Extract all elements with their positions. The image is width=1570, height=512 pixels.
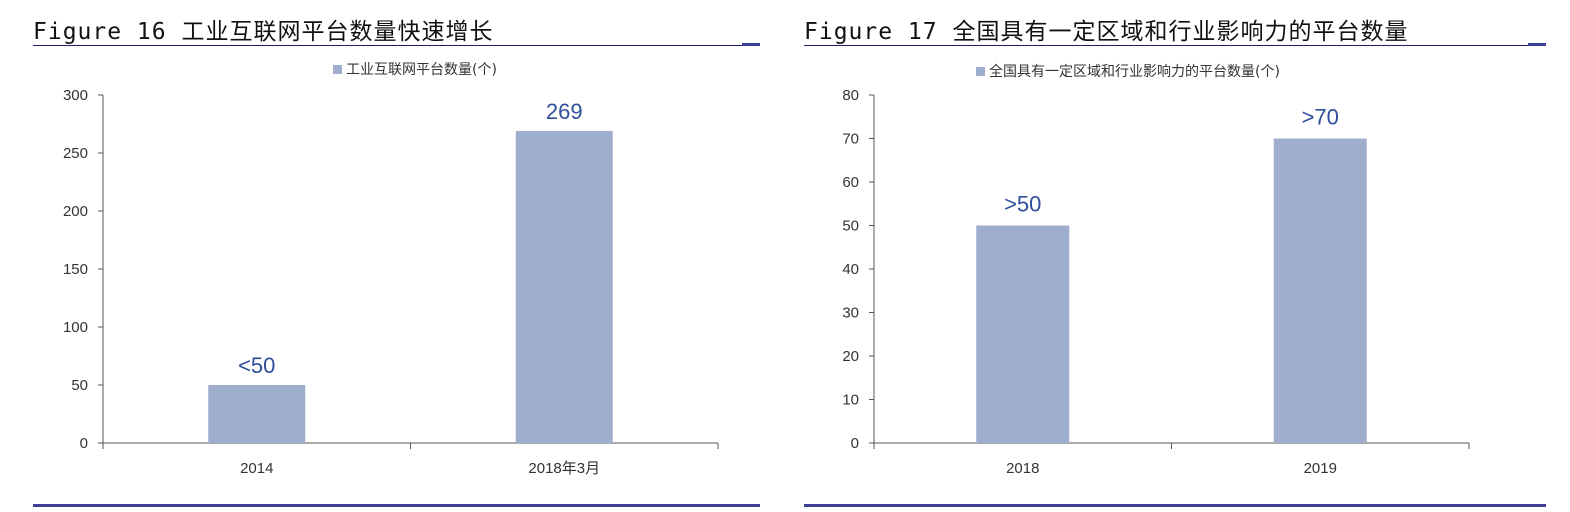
x-tick-label-0: 2014 — [240, 460, 273, 477]
figure-16-top-rule-accent — [742, 43, 760, 46]
y-tick-label: 40 — [842, 261, 859, 278]
legend: 工业互联网平台数量(个) — [333, 62, 497, 78]
legend-label: 工业互联网平台数量(个) — [346, 62, 497, 78]
y-tick-label: 30 — [842, 305, 859, 322]
figure-17-bottom-rule — [804, 504, 1546, 507]
y-tick-label: 0 — [851, 435, 859, 452]
y-tick-label: 70 — [842, 131, 859, 148]
x-tick-label-0: 2018 — [1006, 460, 1039, 477]
y-tick-label: 50 — [842, 218, 859, 235]
legend: 全国具有一定区域和行业影响力的平台数量(个) — [976, 63, 1280, 80]
data-label-0: >50 — [1004, 192, 1041, 217]
y-tick-label: 100 — [63, 319, 88, 336]
figure-16-title: Figure 16 工业互联网平台数量快速增长 — [33, 19, 494, 45]
bar-0 — [208, 385, 306, 443]
y-tick-label: 80 — [842, 87, 859, 104]
y-tick-label: 150 — [63, 261, 88, 278]
figure-17-chart: 全国具有一定区域和行业影响力的平台数量(个) 0 10 20 30 40 50 60 70 80 >… — [842, 63, 1470, 477]
y-tick-label: 50 — [71, 377, 88, 394]
x-tick-label-1: 2018年3月 — [528, 460, 600, 477]
figure-17-title: Figure 17 全国具有一定区域和行业影响力的平台数量 — [804, 19, 1409, 45]
data-label-0: <50 — [238, 353, 275, 378]
figure-17-top-rule-accent — [1528, 43, 1546, 46]
figure-17-panel: Figure 17 全国具有一定区域和行业影响力的平台数量 全国具有一定区域和行… — [804, 0, 1546, 512]
y-tick-label: 300 — [63, 87, 88, 104]
y-tick-label: 10 — [842, 392, 859, 409]
figure-17-top-rule — [804, 45, 1546, 46]
y-tick-label: 250 — [63, 145, 88, 162]
data-label-1: >70 — [1302, 105, 1339, 130]
legend-swatch — [976, 67, 985, 76]
x-tick-label-1: 2019 — [1304, 460, 1337, 477]
legend-label: 全国具有一定区域和行业影响力的平台数量(个) — [989, 63, 1280, 80]
y-tick-label: 20 — [842, 348, 859, 365]
figure-16-bottom-rule — [33, 504, 760, 507]
bar-1 — [1273, 138, 1367, 443]
bar-1 — [515, 130, 613, 443]
legend-swatch — [333, 65, 342, 74]
y-tick-label: 0 — [80, 435, 88, 452]
y-tick-label: 200 — [63, 203, 88, 220]
y-tick-label: 60 — [842, 174, 859, 191]
figure-16-top-rule — [33, 45, 760, 46]
figure-16-chart: 工业互联网平台数量(个) 0 50 100 150 200 250 300 <50 2014 269… — [63, 62, 719, 477]
figure-16-panel: Figure 16 工业互联网平台数量快速增长 工业互联网平台数量(个) 0 50 1… — [33, 0, 760, 512]
bar-0 — [976, 225, 1070, 443]
data-label-1: 269 — [546, 99, 583, 124]
